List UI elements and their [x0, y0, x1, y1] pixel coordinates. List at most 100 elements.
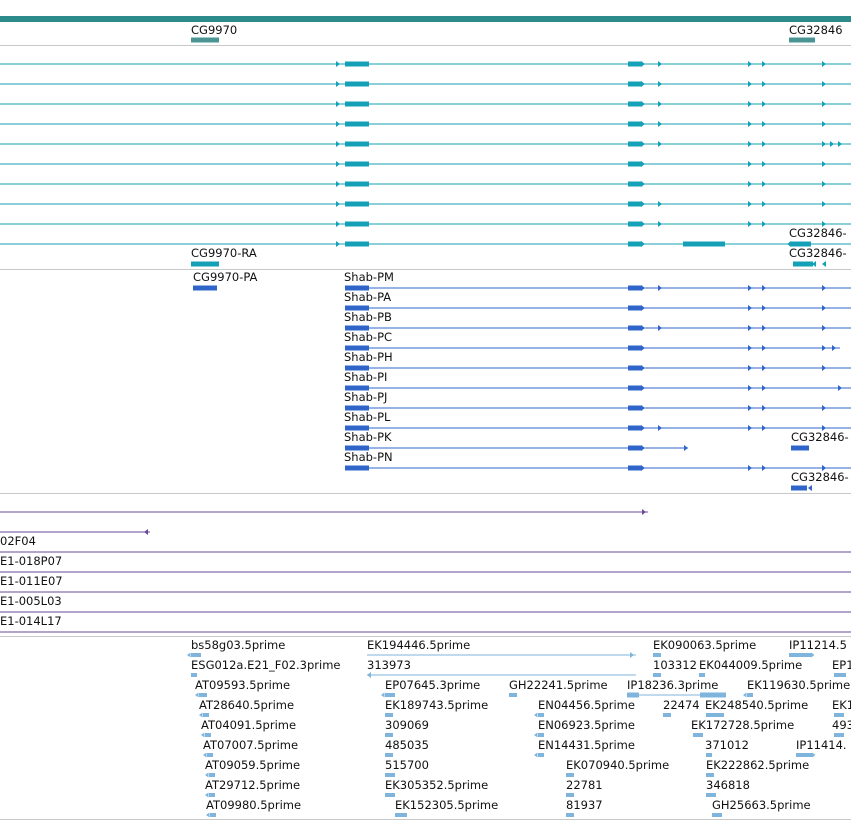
- protein-label[interactable]: Shab-PI: [344, 370, 388, 384]
- est-label[interactable]: IP11414.: [796, 738, 847, 752]
- strand-arrow: [336, 181, 340, 187]
- est-label[interactable]: 309069: [385, 718, 429, 732]
- transcript-label[interactable]: CG32846-: [789, 246, 847, 260]
- strand-arrow: [832, 345, 836, 351]
- clone-label[interactable]: E1-018P07: [0, 554, 63, 568]
- strand-arrow: [822, 305, 826, 311]
- est-label[interactable]: EK194446.5prime: [367, 638, 471, 652]
- est-label[interactable]: 515700: [385, 758, 429, 772]
- est-label[interactable]: EK222862.5prime: [706, 758, 810, 772]
- est-label[interactable]: ESG012a.E21_F02.3prime: [191, 658, 341, 672]
- est-label[interactable]: EN04456.5prime: [538, 698, 635, 712]
- strand-arrow: [762, 285, 766, 291]
- strand-arrow: [822, 325, 826, 331]
- est-label[interactable]: AT28640.5prime: [199, 698, 295, 712]
- protein-label[interactable]: Shab-PC: [344, 330, 393, 344]
- est-block: [706, 713, 724, 717]
- protein-label[interactable]: Shab-PM: [344, 270, 394, 284]
- protein-label[interactable]: Shab-PH: [344, 350, 393, 364]
- clone-label[interactable]: E1-014L17: [0, 614, 62, 628]
- clone-label[interactable]: E1-005L03: [0, 594, 62, 608]
- est-label[interactable]: EN14431.5prime: [538, 738, 635, 752]
- est-label[interactable]: EN06923.5prime: [538, 718, 635, 732]
- est-label[interactable]: EK189743.5prime: [385, 698, 489, 712]
- gene-label[interactable]: CG9970: [191, 23, 238, 37]
- protein-label[interactable]: Shab-PK: [344, 430, 392, 444]
- strand-arrow: [822, 101, 826, 107]
- est-label[interactable]: AT29712.5prime: [205, 778, 301, 792]
- protein-block: [628, 465, 642, 471]
- est-label[interactable]: EK044009.5prime: [699, 658, 803, 672]
- est-label[interactable]: 313973: [367, 658, 411, 672]
- est-label[interactable]: EP1: [832, 658, 851, 672]
- protein-block: [345, 285, 369, 291]
- protein-label[interactable]: Shab-PN: [344, 450, 393, 464]
- est-label[interactable]: EK070940.5prime: [566, 758, 670, 772]
- transcript-label[interactable]: CG32846-: [789, 226, 847, 240]
- est-label[interactable]: EK1: [832, 698, 851, 712]
- strand-arrow: [641, 345, 645, 351]
- exon-block: [191, 261, 219, 267]
- est-label[interactable]: EK152305.5prime: [395, 798, 499, 812]
- est-block: [209, 773, 215, 777]
- strand-arrow: [658, 141, 662, 147]
- est-label[interactable]: 346818: [706, 778, 750, 792]
- protein-label[interactable]: Shab-PJ: [344, 390, 388, 404]
- est-label[interactable]: 22781: [566, 778, 603, 792]
- protein-label[interactable]: CG32846-: [791, 430, 849, 444]
- est-block: [203, 713, 209, 717]
- est-label[interactable]: AT07007.5prime: [203, 738, 299, 752]
- strand-arrow: [658, 121, 662, 127]
- est-label[interactable]: EK090063.5prime: [653, 638, 757, 652]
- protein-label[interactable]: Shab-PA: [344, 290, 392, 304]
- est-block: [191, 673, 197, 677]
- protein-label[interactable]: CG9970-PA: [193, 270, 258, 284]
- est-label[interactable]: GH22241.5prime: [509, 678, 608, 692]
- est-label[interactable]: EK119630.5prime: [747, 678, 851, 692]
- est-label[interactable]: 493: [832, 718, 851, 732]
- est-label[interactable]: GH25663.5prime: [712, 798, 811, 812]
- est-label[interactable]: IP18236.3prime: [627, 678, 719, 692]
- est-block: [566, 773, 574, 777]
- protein-block: [791, 445, 809, 451]
- protein-label[interactable]: Shab-PB: [344, 310, 392, 324]
- est-label[interactable]: AT09593.5prime: [195, 678, 291, 692]
- est-label[interactable]: 485035: [385, 738, 429, 752]
- exon-block: [628, 121, 642, 127]
- est-label[interactable]: 22474: [663, 698, 700, 712]
- est-label[interactable]: 81937: [566, 798, 603, 812]
- strand-arrow: [336, 161, 340, 167]
- clone-label[interactable]: E1-011E07: [0, 574, 63, 588]
- protein-label[interactable]: CG32846-: [791, 470, 849, 484]
- est-label[interactable]: AT09980.5prime: [206, 798, 302, 812]
- est-label[interactable]: bs58g03.5prime: [191, 638, 286, 652]
- est-block: [385, 733, 393, 737]
- est-label[interactable]: EK248540.5prime: [705, 698, 809, 712]
- est-block: [207, 753, 213, 757]
- protein-block: [791, 485, 807, 491]
- est-label[interactable]: 103312: [653, 658, 697, 672]
- protein-block: [345, 325, 369, 331]
- est-block: [712, 813, 722, 817]
- est-label[interactable]: EP07645.3prime: [385, 678, 481, 692]
- strand-arrow: [762, 61, 766, 67]
- strand-arrow: [762, 221, 766, 227]
- est-label[interactable]: AT09059.5prime: [205, 758, 301, 772]
- strand-arrow: [199, 712, 203, 718]
- strand-arrow: [822, 221, 826, 227]
- est-block: [699, 673, 705, 677]
- strand-arrow: [811, 652, 815, 658]
- protein-label[interactable]: Shab-PL: [344, 410, 391, 424]
- est-label[interactable]: 371012: [705, 738, 749, 752]
- est-label[interactable]: AT04091.5prime: [201, 718, 297, 732]
- est-label[interactable]: EK305352.5prime: [385, 778, 489, 792]
- est-label[interactable]: IP11214.5: [789, 638, 847, 652]
- transcript-label[interactable]: CG9970-RA: [191, 246, 257, 260]
- est-block: [706, 773, 714, 777]
- gene-label[interactable]: CG32846: [789, 23, 843, 37]
- clone-label[interactable]: 02F04: [0, 534, 36, 548]
- strand-arrow: [822, 425, 826, 431]
- est-label[interactable]: EK172728.5prime: [691, 718, 795, 732]
